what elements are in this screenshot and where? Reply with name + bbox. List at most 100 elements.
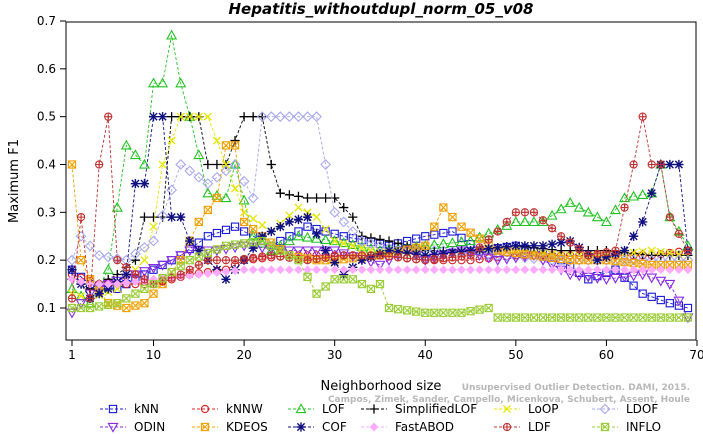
data-point [439, 228, 448, 238]
data-point [348, 234, 357, 243]
data-point [158, 273, 167, 283]
data-point [247, 230, 259, 241]
credit-line-1: Unsupervised Outlier Detection. DAMI, 20… [462, 383, 690, 393]
data-point [393, 247, 403, 257]
data-point [674, 159, 684, 170]
data-point [556, 313, 566, 322]
data-point [620, 203, 629, 212]
data-point [249, 253, 258, 262]
data-point [138, 267, 151, 278]
x-tick-label: 60 [599, 348, 614, 362]
data-point [249, 224, 258, 234]
data-point [248, 265, 258, 275]
data-point [112, 279, 122, 289]
data-point [283, 235, 295, 246]
data-point [575, 256, 584, 265]
data-point [466, 265, 475, 275]
data-point [366, 233, 376, 243]
data-point [538, 265, 548, 275]
data-point [456, 246, 467, 257]
data-point [131, 270, 140, 279]
data-point [502, 265, 512, 275]
y-axis-label: Maximum F1 [7, 139, 22, 223]
series-ldf [67, 112, 693, 303]
data-point [103, 279, 113, 289]
legend-label: ODIN [134, 420, 165, 434]
data-point [84, 240, 96, 252]
data-point [664, 279, 676, 290]
data-point [637, 189, 649, 199]
data-point [638, 265, 648, 275]
data-point [257, 231, 267, 241]
legend-item-loop: LoOP [494, 402, 559, 416]
data-point [465, 235, 477, 246]
data-point [448, 253, 457, 262]
data-point [656, 313, 665, 322]
data-point [257, 265, 267, 275]
data-point [573, 201, 585, 212]
data-point [131, 301, 140, 310]
data-point [457, 265, 466, 275]
legend-marker [107, 422, 119, 433]
plot-area [65, 21, 697, 341]
data-point [656, 265, 666, 275]
data-point [147, 77, 160, 88]
data-point [330, 257, 340, 268]
data-point [157, 260, 169, 271]
data-point [339, 239, 348, 248]
data-point [113, 299, 122, 308]
data-point [84, 297, 96, 308]
data-point [466, 251, 475, 260]
data-point [674, 229, 684, 239]
data-point [76, 256, 86, 265]
data-point [212, 193, 222, 203]
data-point [303, 256, 312, 265]
data-point [366, 251, 376, 260]
data-point [584, 313, 593, 322]
data-point [94, 279, 104, 289]
data-point [67, 265, 77, 275]
data-point [175, 77, 187, 88]
data-point [121, 269, 131, 280]
data-point [538, 241, 548, 251]
y-tick-label: 0.2 [37, 253, 56, 267]
legend-label: LoOP [528, 402, 559, 416]
data-point [221, 267, 231, 277]
data-point [674, 265, 684, 275]
data-point [366, 284, 376, 294]
data-point [230, 256, 240, 265]
data-point [439, 203, 448, 212]
data-point [266, 226, 276, 237]
data-point [221, 160, 231, 169]
chart-title: Hepatitis_withoutdupl_norm_05_v08 [229, 0, 534, 18]
data-point [176, 112, 185, 121]
data-point [347, 226, 359, 237]
data-point [457, 308, 466, 317]
data-point [510, 253, 522, 264]
data-point [166, 256, 178, 266]
data-point [285, 211, 294, 220]
data-point [475, 265, 484, 275]
data-point [620, 265, 629, 275]
data-point [528, 216, 540, 227]
legend-label: FastABOD [395, 420, 454, 434]
data-point [420, 250, 430, 260]
data-point [302, 111, 313, 123]
data-point [221, 241, 231, 250]
data-point [285, 232, 294, 241]
data-point [566, 313, 575, 322]
data-point [130, 248, 141, 260]
data-point [683, 313, 693, 322]
data-point [167, 212, 177, 222]
data-point [592, 255, 602, 265]
data-point [629, 281, 638, 290]
legend-item-knn: kNN [100, 402, 159, 416]
data-point [203, 112, 212, 121]
data-point [203, 269, 213, 278]
data-point [475, 305, 484, 314]
data-point [339, 269, 349, 280]
data-point [674, 301, 684, 310]
data-point [148, 212, 159, 222]
data-point [122, 294, 131, 303]
data-point [421, 308, 430, 317]
